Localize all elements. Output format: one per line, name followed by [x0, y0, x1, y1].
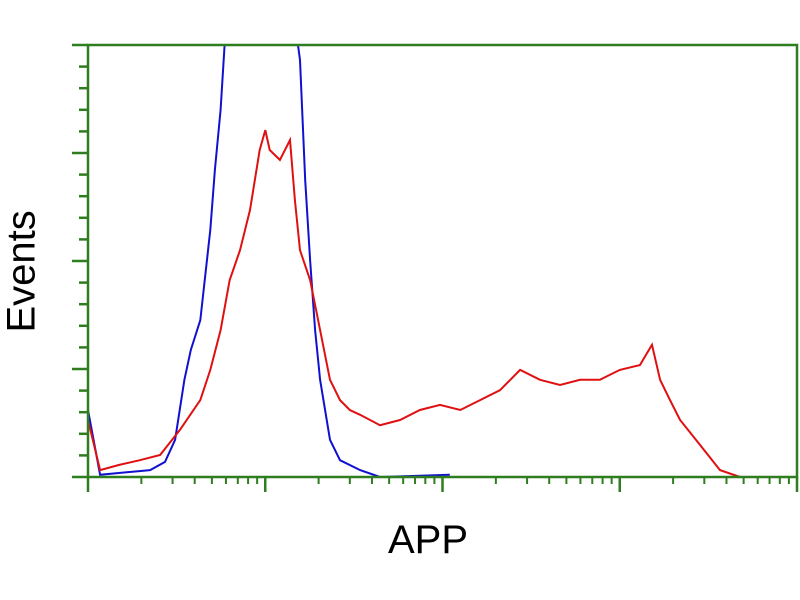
plot-frame: [86, 43, 799, 479]
x-axis-label: APP: [387, 518, 469, 562]
y-axis-label: Events: [0, 210, 44, 333]
series-line-1: [88, 45, 450, 477]
series-line-2: [88, 129, 797, 477]
